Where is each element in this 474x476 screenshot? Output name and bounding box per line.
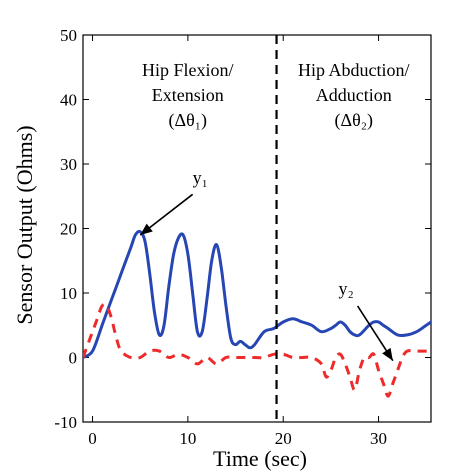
x-tick-label-3: 30 bbox=[370, 429, 387, 448]
y-axis-label: Sensor Output (Ohms) bbox=[12, 125, 37, 324]
x-tick-label-0: 0 bbox=[88, 429, 97, 448]
x-tick-label-1: 10 bbox=[179, 429, 196, 448]
series-line-y1 bbox=[83, 229, 431, 359]
annotation-label-y2: y₂ bbox=[339, 278, 354, 298]
x-axis-label: Time (sec) bbox=[213, 446, 307, 471]
series-line-y2 bbox=[83, 302, 431, 398]
region-1-label-line-3: (Δθ₁) bbox=[169, 110, 207, 131]
region-1-label-line-1: Hip Flexion/ bbox=[142, 60, 234, 80]
x-tick-label-2: 20 bbox=[275, 429, 292, 448]
y-tick-label-0: -10 bbox=[54, 413, 77, 432]
y-tick-label-3: 20 bbox=[60, 220, 77, 239]
region-1-label-line-2: Extension bbox=[152, 85, 224, 105]
series-layer bbox=[83, 229, 431, 398]
region-2-label-line-1: Hip Abduction/ bbox=[298, 60, 410, 80]
y-tick-label-5: 40 bbox=[60, 91, 77, 110]
y-tick-label-4: 30 bbox=[60, 155, 77, 174]
y-tick-label-6: 50 bbox=[60, 26, 77, 45]
region-2-label-line-3: (Δθ₂) bbox=[335, 110, 373, 131]
y-tick-label-2: 10 bbox=[60, 284, 77, 303]
annotation-label-y1: y₁ bbox=[193, 167, 208, 187]
annotation-layer: Hip Flexion/Extension (Δθ₁) Hip Abduction/… bbox=[139, 60, 410, 362]
region-2-label-line-2: Adduction bbox=[316, 85, 392, 105]
annotation-arrowhead-y1 bbox=[140, 223, 153, 235]
tick-marks: 0 10 20 30 -10 0 10 20 30 40 50 bbox=[54, 26, 431, 448]
annotation-arrowhead-y2 bbox=[382, 347, 393, 361]
y-tick-label-1: 0 bbox=[69, 349, 78, 368]
